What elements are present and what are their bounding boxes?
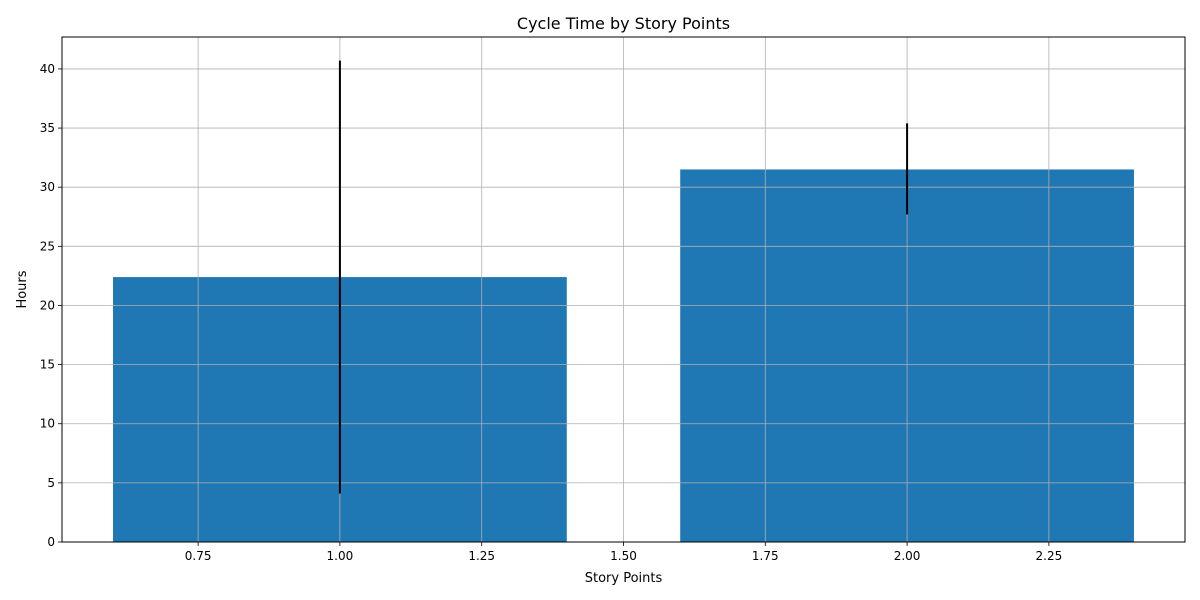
y-tick-label: 20 [40,298,55,312]
y-tick-label: 10 [40,417,55,431]
x-tick-label: 2.00 [894,549,921,563]
y-tick-label: 5 [47,476,55,490]
x-tick-label: 1.75 [752,549,779,563]
error-bars [338,60,909,494]
x-tick-label: 1.50 [610,549,637,563]
chart-title: Cycle Time by Story Points [517,14,730,33]
x-axis-ticks: 0.75 1.00 1.25 1.50 1.75 2.00 2.25 [185,542,1062,563]
y-axis-ticks: 0 5 10 15 20 25 30 35 40 [40,62,62,549]
y-tick-label: 15 [40,358,55,372]
y-tick-label: 35 [40,121,55,135]
x-axis-title: Story Points [585,571,663,586]
x-tick-label: 1.00 [327,549,354,563]
y-axis-title: Hours [15,270,30,308]
y-tick-label: 30 [40,180,55,194]
x-tick-label: 2.25 [1036,549,1063,563]
y-tick-label: 40 [40,62,55,76]
x-tick-label: 0.75 [185,549,212,563]
y-tick-label: 0 [47,535,55,549]
x-tick-label: 1.25 [468,549,495,563]
y-tick-label: 25 [40,239,55,253]
